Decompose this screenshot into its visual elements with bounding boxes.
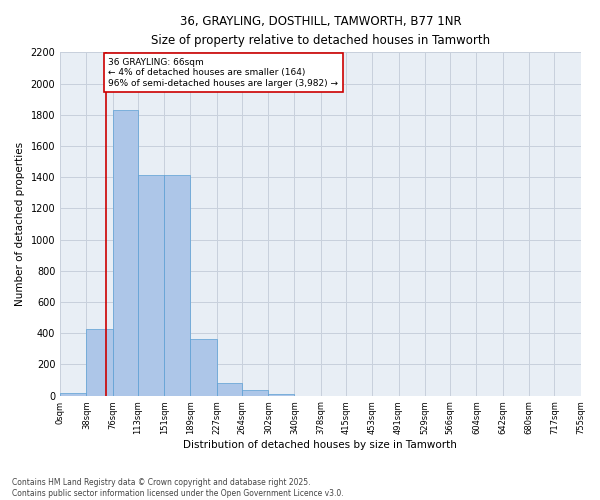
Bar <box>86 330 113 396</box>
Title: 36, GRAYLING, DOSTHILL, TAMWORTH, B77 1NR
Size of property relative to detached : 36, GRAYLING, DOSTHILL, TAMWORTH, B77 1N… <box>151 15 490 47</box>
Bar <box>138 175 164 396</box>
X-axis label: Distribution of detached houses by size in Tamworth: Distribution of detached houses by size … <box>184 440 457 450</box>
Bar <box>242 390 268 396</box>
Bar <box>217 383 242 396</box>
Text: Contains HM Land Registry data © Crown copyright and database right 2025.
Contai: Contains HM Land Registry data © Crown c… <box>12 478 344 498</box>
Bar <box>60 393 86 396</box>
Bar <box>190 340 217 396</box>
Bar <box>164 175 190 396</box>
Text: 36 GRAYLING: 66sqm
← 4% of detached houses are smaller (164)
96% of semi-detache: 36 GRAYLING: 66sqm ← 4% of detached hous… <box>109 58 338 88</box>
Y-axis label: Number of detached properties: Number of detached properties <box>15 142 25 306</box>
Bar <box>113 110 138 396</box>
Bar <box>268 394 295 396</box>
